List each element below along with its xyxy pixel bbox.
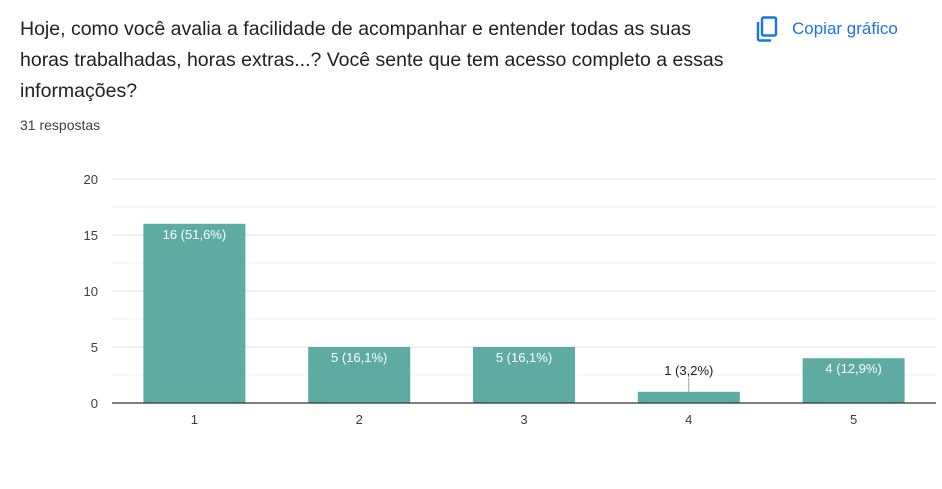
question-title: Hoje, como você avalia a facilidade de a… bbox=[20, 18, 724, 102]
bar-1[interactable] bbox=[143, 223, 246, 403]
y-tick-label: 0 bbox=[91, 396, 98, 411]
bar-4[interactable] bbox=[637, 391, 740, 403]
response-count: 31 respostas bbox=[20, 117, 101, 133]
bar-chart: 16 (51,6%) 5 (16,1%) 5 (16,1%) 1 (3,2%) 4 (1… bbox=[84, 172, 936, 427]
copy-chart-button[interactable]: Copiar gráfico bbox=[756, 14, 898, 44]
bar-2[interactable] bbox=[308, 347, 411, 403]
copy-chart-label: Copiar gráfico bbox=[792, 19, 898, 38]
x-tick-label: 3 bbox=[520, 412, 527, 427]
bar-5[interactable] bbox=[802, 358, 905, 403]
bar-3[interactable] bbox=[473, 347, 575, 403]
bar-data-label: 1 (3,2%) bbox=[664, 363, 713, 378]
bar-data-label: 4 (12,9%) bbox=[825, 361, 881, 376]
x-tick-label: 5 bbox=[850, 412, 857, 427]
x-tick-label: 4 bbox=[685, 412, 692, 427]
y-tick-label: 15 bbox=[84, 228, 98, 243]
y-tick-label: 10 bbox=[84, 284, 98, 299]
bar-data-label: 16 (51,6%) bbox=[163, 227, 227, 242]
x-tick-label: 2 bbox=[356, 412, 363, 427]
y-tick-label: 5 bbox=[91, 340, 98, 355]
y-tick-label: 20 bbox=[84, 172, 98, 187]
copy-icon bbox=[756, 16, 778, 42]
bar-data-label: 5 (16,1%) bbox=[331, 350, 387, 365]
x-tick-label: 1 bbox=[191, 412, 198, 427]
bar-data-label: 5 (16,1%) bbox=[496, 350, 552, 365]
